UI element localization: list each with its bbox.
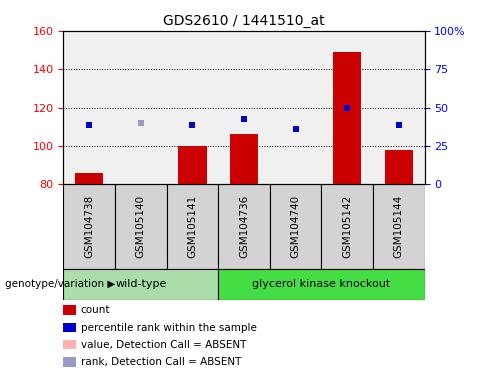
Bar	[373, 184, 425, 269]
Title: GDS2610 / 1441510_at: GDS2610 / 1441510_at	[163, 14, 325, 28]
Text: value, Detection Call = ABSENT: value, Detection Call = ABSENT	[81, 340, 246, 350]
Text: GSM104738: GSM104738	[84, 195, 94, 258]
Text: GSM104740: GSM104740	[290, 195, 301, 258]
Text: percentile rank within the sample: percentile rank within the sample	[81, 323, 256, 333]
Bar	[115, 184, 166, 269]
Text: glycerol kinase knockout: glycerol kinase knockout	[252, 279, 390, 289]
Bar	[322, 184, 373, 269]
Text: genotype/variation ▶: genotype/variation ▶	[5, 279, 115, 289]
Text: GSM105144: GSM105144	[394, 195, 404, 258]
Bar	[178, 146, 206, 184]
Text: GSM105141: GSM105141	[187, 195, 198, 258]
Text: GSM105140: GSM105140	[136, 195, 146, 258]
Bar	[218, 269, 425, 300]
Bar	[75, 173, 103, 184]
Bar	[385, 150, 413, 184]
Text: rank, Detection Call = ABSENT: rank, Detection Call = ABSENT	[81, 357, 241, 367]
Bar	[63, 184, 115, 269]
Bar	[333, 52, 362, 184]
Text: count: count	[81, 305, 110, 315]
Bar	[218, 184, 270, 269]
Text: GSM104736: GSM104736	[239, 195, 249, 258]
Text: GSM105142: GSM105142	[342, 195, 352, 258]
Text: wild-type: wild-type	[115, 279, 166, 289]
Bar	[166, 184, 218, 269]
Bar	[270, 184, 322, 269]
Bar	[230, 134, 258, 184]
Bar	[63, 269, 218, 300]
